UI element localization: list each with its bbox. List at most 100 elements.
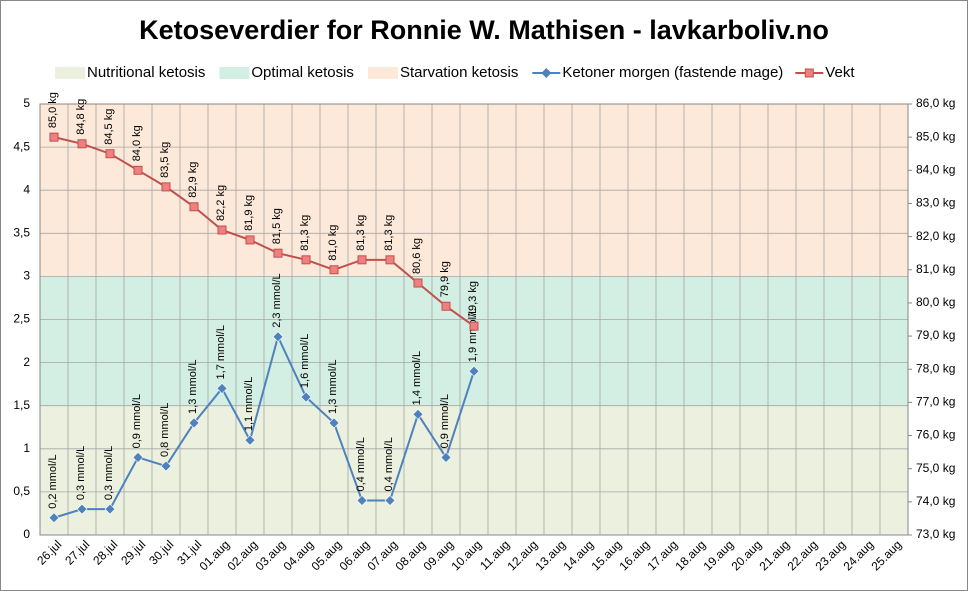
y2-tick-label: 74,0 kg (916, 494, 955, 508)
y2-tick-label: 86,0 kg (916, 96, 955, 110)
data-label: 81,3 kg (383, 215, 395, 251)
series-line (53, 136, 475, 327)
data-label: 84,5 kg (103, 109, 115, 145)
data-label: 0,2 mmol/L (47, 454, 59, 508)
point-marker (189, 202, 199, 212)
data-label: 81,9 kg (243, 195, 255, 231)
y2-tick-label: 78,0 kg (916, 361, 955, 375)
point-marker (245, 235, 255, 245)
y-tick-label: 1,5 (13, 398, 30, 412)
point-marker (244, 434, 256, 446)
data-label: 1,4 mmol/L (411, 351, 423, 405)
y-tick-label: 1 (23, 441, 30, 455)
point-marker (48, 512, 60, 524)
y2-tick-label: 84,0 kg (916, 162, 955, 176)
data-label: 0,9 mmol/L (131, 394, 143, 448)
point-marker (105, 149, 115, 159)
y2-tick-label: 79,0 kg (916, 328, 955, 342)
data-label: 0,9 mmol/L (439, 394, 451, 448)
legend-swatch (55, 67, 85, 79)
point-marker (301, 255, 311, 265)
ketosis-band (40, 276, 908, 406)
y-tick-label: 5 (23, 96, 30, 110)
point-marker (440, 451, 452, 463)
data-label: 81,3 kg (299, 215, 311, 251)
point-marker (469, 321, 479, 331)
data-label: 82,9 kg (187, 162, 199, 198)
data-label: 2,3 mmol/L (271, 273, 283, 327)
series-line (53, 333, 475, 519)
plot-frame (39, 103, 909, 536)
legend-marker (804, 68, 814, 78)
data-label: 84,0 kg (131, 125, 143, 161)
point-marker (216, 383, 228, 394)
point-marker (356, 495, 368, 506)
y-tick-label: 2,5 (13, 312, 30, 326)
point-marker (300, 391, 312, 403)
data-label: 81,3 kg (355, 215, 367, 251)
ketosis-band (40, 405, 908, 535)
data-label: 84,8 kg (75, 99, 87, 135)
legend-label: Nutritional ketosis (87, 64, 205, 81)
point-marker (104, 503, 116, 515)
data-label: 83,5 kg (159, 142, 171, 178)
data-label: 0,3 mmol/L (103, 446, 115, 500)
data-label: 79,9 kg (439, 261, 451, 297)
data-label: 1,1 mmol/L (243, 377, 255, 431)
y2-tick-label: 81,0 kg (916, 262, 955, 276)
y2-tick-label: 76,0 kg (916, 428, 955, 442)
point-marker (132, 451, 144, 463)
y2-tick-label: 73,0 kg (916, 527, 955, 541)
point-marker (49, 132, 59, 142)
legend-swatch (219, 67, 250, 79)
data-label: 79,3 kg (467, 281, 479, 317)
point-marker (160, 460, 172, 472)
point-marker (133, 165, 143, 175)
chart-title: Ketoseverdier for Ronnie W. Mathisen - l… (139, 15, 829, 45)
legend-label: Starvation ketosis (400, 64, 518, 81)
point-marker (217, 225, 227, 235)
point-marker (161, 182, 171, 192)
y2-tick-label: 77,0 kg (916, 395, 955, 409)
point-marker (328, 417, 340, 429)
data-label: 80,6 kg (411, 238, 423, 274)
y-tick-label: 3 (23, 269, 30, 283)
data-label: 81,0 kg (327, 225, 339, 261)
point-marker (188, 417, 200, 429)
point-marker (413, 278, 423, 288)
point-marker (357, 255, 367, 265)
y2-tick-label: 82,0 kg (916, 229, 955, 243)
y-tick-label: 4 (23, 182, 30, 196)
y2-tick-label: 80,0 kg (916, 295, 955, 309)
point-marker (468, 365, 480, 377)
point-marker (441, 301, 451, 311)
y2-tick-label: 75,0 kg (916, 461, 955, 475)
legend-swatch (367, 67, 398, 79)
data-label: 82,2 kg (215, 185, 227, 221)
point-marker (273, 248, 283, 258)
point-marker (76, 503, 88, 515)
y-tick-label: 0 (23, 527, 30, 541)
data-label: 0,3 mmol/L (75, 446, 87, 500)
legend-marker (541, 68, 552, 78)
data-label: 1,9 mmol/L (467, 308, 479, 362)
data-label: 0,4 mmol/L (383, 437, 395, 491)
legend-label: Ketoner morgen (fastende mage) (562, 64, 783, 81)
data-label: 1,3 mmol/L (187, 360, 199, 414)
data-label: 1,6 mmol/L (299, 334, 311, 388)
data-label: 81,5 kg (271, 208, 283, 244)
y-tick-label: 4,5 (13, 139, 30, 153)
y-tick-label: 0,5 (13, 484, 30, 498)
legend-label: Optimal ketosis (251, 64, 354, 81)
point-marker (329, 265, 339, 275)
point-marker (384, 495, 396, 506)
data-label: 1,7 mmol/L (215, 325, 227, 379)
data-label: 0,4 mmol/L (355, 437, 367, 491)
data-label: 85,0 kg (47, 92, 59, 128)
data-label: 1,3 mmol/L (327, 360, 339, 414)
legend-label: Vekt (825, 64, 855, 81)
y2-tick-label: 83,0 kg (916, 196, 955, 210)
data-label: 0,8 mmol/L (159, 403, 171, 457)
point-marker (272, 331, 284, 343)
